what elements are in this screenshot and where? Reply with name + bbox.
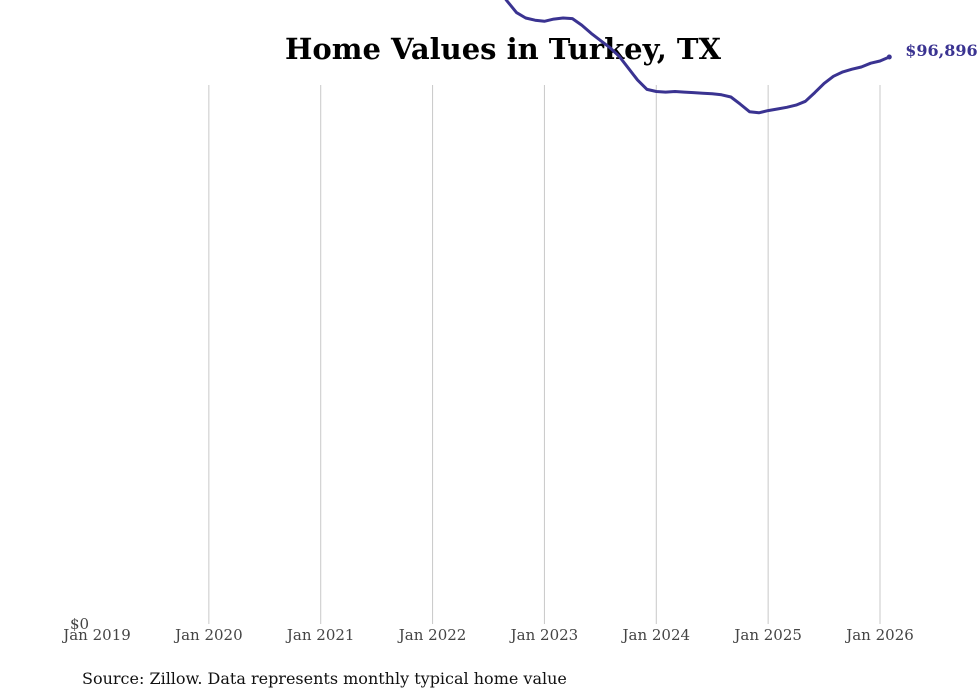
x-tick-label: Jan 2020	[173, 626, 243, 644]
y-tick-label-zero: $0	[70, 615, 89, 633]
source-note: Source: Zillow. Data represents monthly …	[82, 669, 567, 688]
grid-lines	[208, 85, 881, 624]
x-tick-label: Jan 2022	[397, 626, 467, 644]
x-tick-label: Jan 2021	[285, 626, 355, 644]
x-tick-label: Jan 2025	[732, 626, 802, 644]
end-value-label: $96,896	[905, 41, 977, 60]
x-tick-label: Jan 2019	[61, 626, 131, 644]
x-axis-ticks: Jan 2019 Jan 2020 Jan 2021 Jan 2022 Jan 2023…	[61, 626, 914, 644]
series-end-point	[886, 54, 892, 60]
x-tick-label: Jan 2024	[621, 626, 691, 644]
x-tick-label: Jan 2026	[844, 626, 914, 644]
x-tick-label: Jan 2023	[509, 626, 579, 644]
series-line-home-values	[504, 0, 891, 115]
chart-title: Home Values in Turkey, TX	[285, 32, 721, 66]
